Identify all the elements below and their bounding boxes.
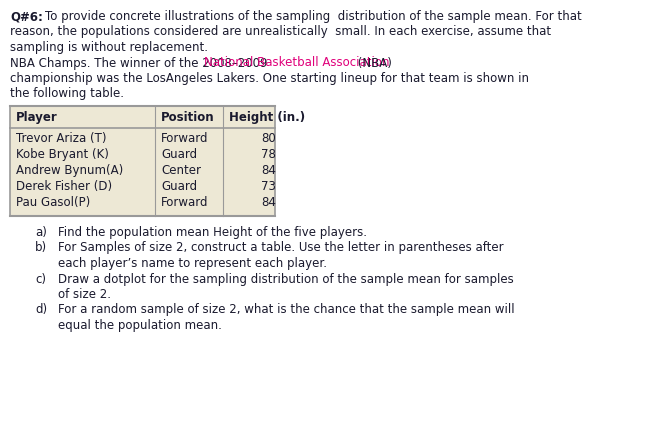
- Text: Derek Fisher (D): Derek Fisher (D): [16, 180, 112, 193]
- Text: each player’s name to represent each player.: each player’s name to represent each pla…: [58, 257, 327, 270]
- Text: Guard: Guard: [161, 148, 197, 161]
- Text: Position: Position: [161, 111, 214, 124]
- Text: Q#6:: Q#6:: [10, 10, 43, 23]
- Text: 73: 73: [261, 180, 276, 193]
- Text: Find the population mean Height of the five players.: Find the population mean Height of the f…: [58, 226, 367, 239]
- Text: equal the population mean.: equal the population mean.: [58, 319, 222, 332]
- Text: 84: 84: [261, 164, 276, 177]
- Text: To provide concrete illustrations of the sampling  distribution of the sample me: To provide concrete illustrations of the…: [45, 10, 582, 23]
- Text: of size 2.: of size 2.: [58, 288, 111, 301]
- Text: Trevor Ariza (T): Trevor Ariza (T): [16, 132, 106, 145]
- Text: Forward: Forward: [161, 132, 208, 145]
- Text: c): c): [35, 272, 46, 286]
- Text: Height (in.): Height (in.): [229, 111, 305, 124]
- Text: Guard: Guard: [161, 180, 197, 193]
- Text: Forward: Forward: [161, 196, 208, 209]
- Text: Center: Center: [161, 164, 201, 177]
- Text: championship was the LosAngeles Lakers. One starting lineup for that team is sho: championship was the LosAngeles Lakers. …: [10, 72, 529, 85]
- Text: (NBA): (NBA): [354, 57, 392, 70]
- Text: National Basketball Association: National Basketball Association: [204, 57, 390, 70]
- Text: Andrew Bynum(A): Andrew Bynum(A): [16, 164, 123, 177]
- Text: Draw a dotplot for the sampling distribution of the sample mean for samples: Draw a dotplot for the sampling distribu…: [58, 272, 514, 286]
- Text: 80: 80: [261, 132, 276, 145]
- Text: sampling is without replacement.: sampling is without replacement.: [10, 41, 208, 54]
- Text: Pau Gasol(P): Pau Gasol(P): [16, 196, 90, 209]
- Text: b): b): [35, 241, 47, 254]
- Text: 78: 78: [261, 148, 276, 161]
- Text: Player: Player: [16, 111, 58, 124]
- Bar: [10, 106, 275, 216]
- Text: the following table.: the following table.: [10, 88, 124, 100]
- Text: 84: 84: [261, 196, 276, 209]
- Text: NBA Champs. The winner of the 2008–2009: NBA Champs. The winner of the 2008–2009: [10, 57, 271, 70]
- Text: Kobe Bryant (K): Kobe Bryant (K): [16, 148, 109, 161]
- Text: d): d): [35, 304, 47, 317]
- Text: For Samples of size 2, construct a table. Use the letter in parentheses after: For Samples of size 2, construct a table…: [58, 241, 503, 254]
- Text: a): a): [35, 226, 47, 239]
- Text: reason, the populations considered are unrealistically  small. In each exercise,: reason, the populations considered are u…: [10, 25, 551, 39]
- Text: For a random sample of size 2, what is the chance that the sample mean will: For a random sample of size 2, what is t…: [58, 304, 515, 317]
